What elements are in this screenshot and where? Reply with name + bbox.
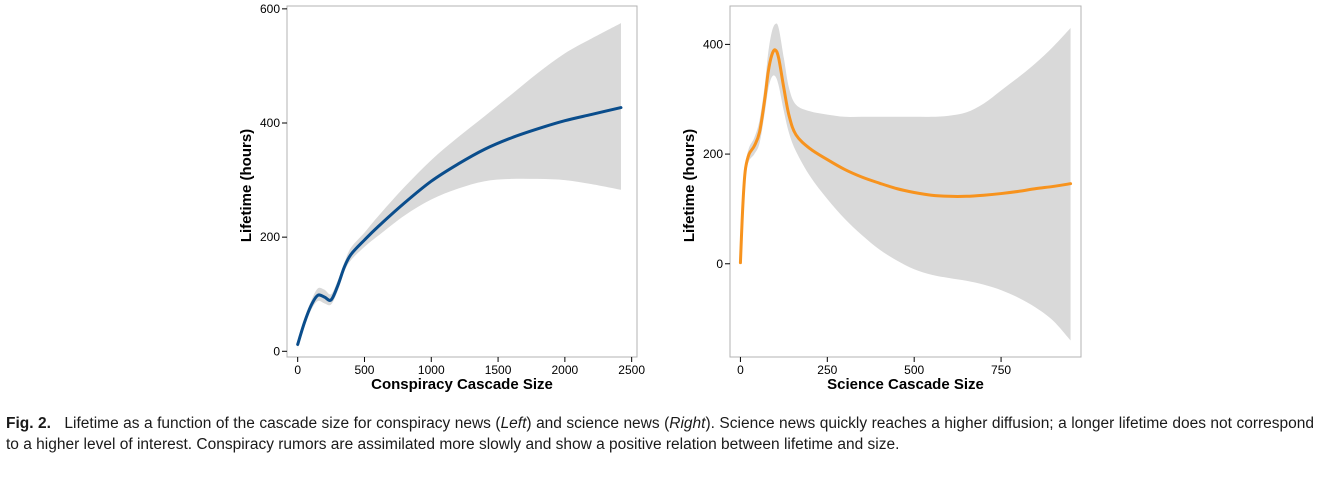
conspiracy-confidence-band — [297, 23, 621, 349]
conspiracy-y-tick-label: 200 — [260, 230, 280, 244]
science-y-tick-label: 0 — [716, 257, 723, 271]
conspiracy-y-tick-label: 600 — [260, 2, 280, 16]
science-x-axis-title: Science Cascade Size — [827, 376, 984, 393]
caption-part3: ). Science news quickly reaches a higher… — [6, 415, 1315, 453]
science-chart: 0 250 500 750 0 200 400 Science Cascade Size Lif… — [681, 5, 1082, 393]
science-y-tick-label: 400 — [703, 37, 723, 51]
figure: 0 500 1000 1500 2000 25000200400600Conspiracy… — [238, 2, 1082, 393]
science-confidence-band — [740, 23, 1071, 341]
conspiracy-x-tick-label: 2000 — [552, 363, 579, 377]
conspiracy-x-tick-label: 1000 — [418, 363, 445, 377]
conspiracy-x-tick-label: 0 — [294, 363, 301, 377]
conspiracy-x-tick-label: 500 — [354, 363, 374, 377]
conspiracy-x-axis-title: Conspiracy Cascade Size — [371, 376, 553, 393]
conspiracy-y-tick-label: 0 — [273, 344, 280, 358]
conspiracy-y-tick-label: 400 — [260, 116, 280, 130]
figure-caption: Fig. 2. Lifetime as a function of the ca… — [6, 413, 1314, 455]
caption-left: Left — [500, 415, 527, 432]
science-y-axis-title: Lifetime (hours) — [681, 129, 698, 242]
caption-right: Right — [669, 415, 706, 432]
science-trend-line — [738, 48, 1073, 265]
conspiracy-x-tick-label: 2500 — [618, 363, 645, 377]
conspiracy-y-axis-title: Lifetime (hours) — [238, 129, 255, 242]
science-y-tick-label: 200 — [703, 147, 723, 161]
caption-part2: ) and science news ( — [526, 415, 670, 432]
conspiracy-chart: 0 500 1000 1500 2000 2500 0 200 400 600 Conspiracy… — [238, 2, 645, 393]
science-x-tick-label: 0 — [737, 363, 744, 377]
conspiracy-x-tick-label: 1500 — [485, 363, 512, 377]
conspiracy-trend-line — [296, 106, 623, 346]
science-x-tick-label: 500 — [904, 363, 924, 377]
science-x-tick-label: 750 — [991, 363, 1011, 377]
caption-part1: Lifetime as a function of the cascade si… — [64, 415, 501, 432]
science-x-tick-label: 250 — [817, 363, 837, 377]
caption-label: Fig. 2. — [6, 415, 51, 432]
